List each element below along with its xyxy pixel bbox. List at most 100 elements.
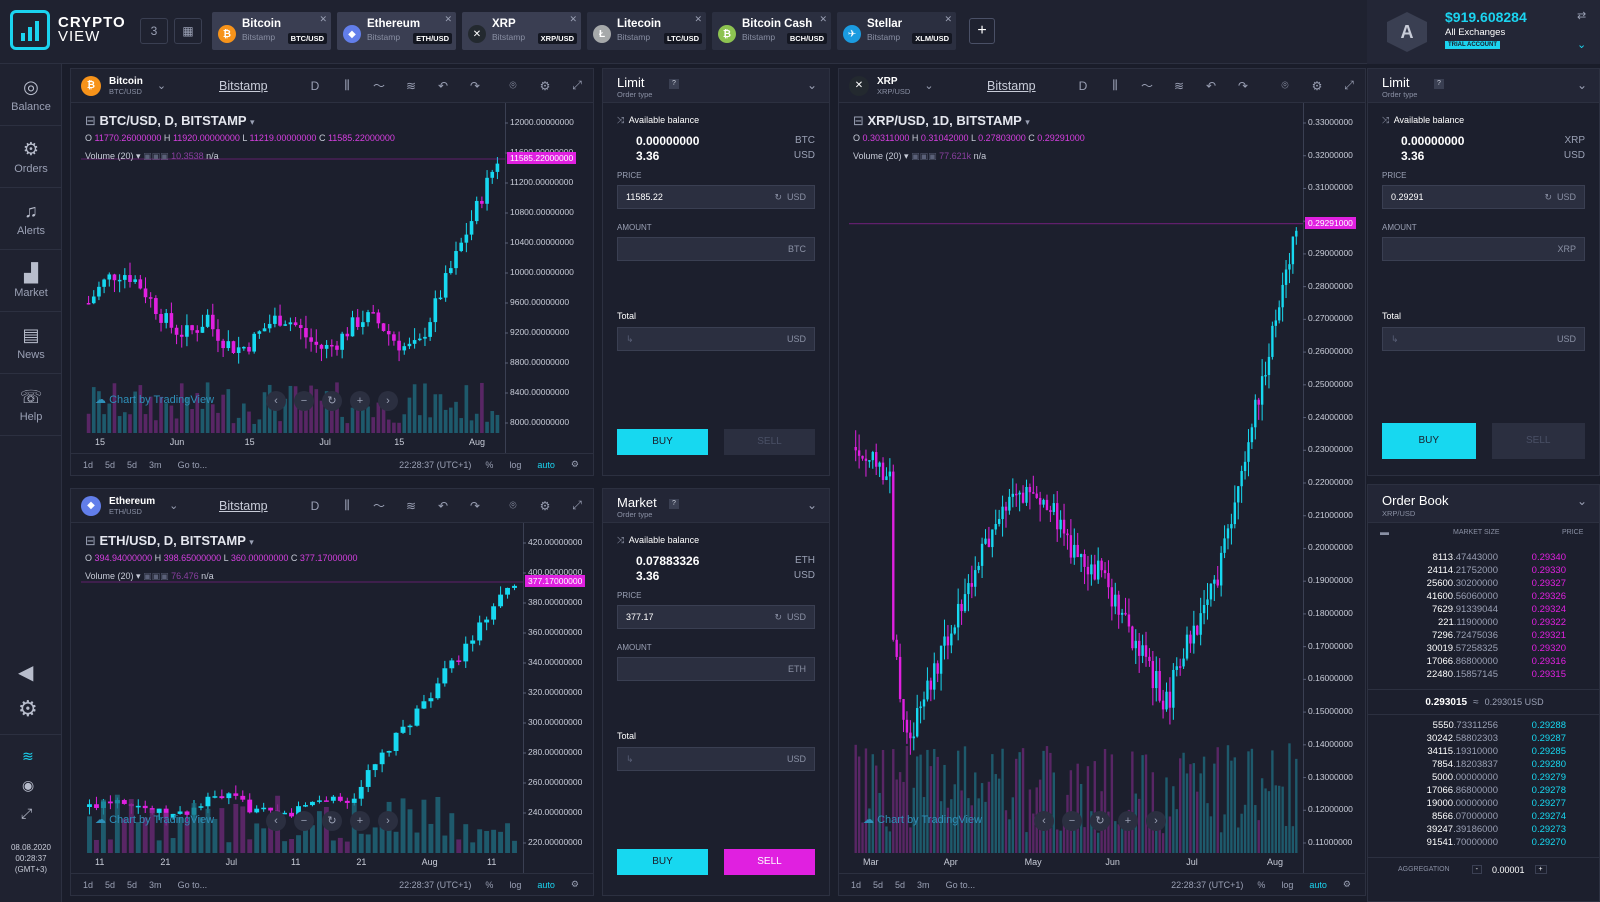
range-button[interactable]: 3m (149, 460, 162, 470)
sidebar-item-orders[interactable]: ⚙ Orders (0, 126, 62, 188)
scroll-right-icon[interactable]: › (1146, 811, 1166, 831)
price-input[interactable]: 0.29291 ↻ USD (1382, 185, 1585, 209)
order-book-row[interactable]: 8113.47443000 0.29340 (1368, 551, 1566, 564)
log-toggle[interactable]: log (509, 880, 521, 890)
chevron-down-icon[interactable]: ⌄ (1577, 38, 1586, 51)
close-icon[interactable]: ✕ (444, 14, 452, 25)
swap-icon[interactable]: ⇄ (1577, 9, 1586, 22)
zoom-in-icon[interactable]: + (1118, 811, 1138, 831)
zoom-in-icon[interactable]: + (350, 391, 370, 411)
order-book-row[interactable]: 25600.30200000 0.29327 (1368, 577, 1566, 590)
chart-symbol-title[interactable]: ⊟ BTC/USD, D, BITSTAMP ▾ (85, 113, 255, 129)
reset-icon[interactable]: ↻ (322, 391, 342, 411)
tab-btc-usd[interactable]: ₿ Bitcoin Bitstamp BTC/USD ✕ (212, 12, 331, 50)
logo[interactable]: CRYPTO VIEW (10, 10, 126, 50)
scroll-left-icon[interactable]: ‹ (1034, 811, 1054, 831)
range-button[interactable]: 5d (873, 880, 883, 890)
layout-count-button[interactable]: 3 (140, 18, 168, 44)
order-book-row[interactable]: 8566.07000000 0.29274 (1368, 810, 1566, 823)
auto-toggle[interactable]: auto (537, 880, 555, 890)
tab-bch-usd[interactable]: ₿ Bitcoin Cash Bitstamp BCH/USD ✕ (712, 12, 831, 50)
range-button[interactable]: 3m (149, 880, 162, 890)
sell-button[interactable]: SELL (724, 849, 815, 875)
aggregation-decrease-button[interactable]: - (1472, 865, 1482, 874)
range-button[interactable]: 1d (851, 880, 861, 890)
megaphone-icon[interactable]: ◀ (18, 660, 33, 685)
sell-button[interactable]: SELL (724, 429, 815, 455)
sell-button[interactable]: SELL (1492, 423, 1586, 459)
sidebar-item-market[interactable]: ▟ Market (0, 250, 62, 312)
sidebar-item-help[interactable]: ☏ Help (0, 374, 62, 436)
scroll-right-icon[interactable]: › (378, 391, 398, 411)
range-button[interactable]: 3m (917, 880, 930, 890)
order-book-row[interactable]: 17066.86800000 0.29278 (1368, 784, 1566, 797)
order-book-row[interactable]: 5000.00000000 0.29279 (1368, 771, 1566, 784)
help-badge[interactable]: ? (669, 79, 679, 89)
gear-icon[interactable]: ⚙ (1343, 879, 1351, 890)
buy-button[interactable]: BUY (617, 429, 708, 455)
scroll-left-icon[interactable]: ‹ (266, 811, 286, 831)
range-button[interactable]: Go to... (178, 880, 208, 890)
tradingview-watermark[interactable]: ☁ Chart by TradingView (95, 813, 214, 826)
order-book-row[interactable]: 22480.15857145 0.29315 (1368, 668, 1566, 681)
gear-icon[interactable]: ⚙ (571, 879, 579, 890)
order-type-header[interactable]: Limit Order type? ⌄ (603, 69, 829, 103)
range-button[interactable]: 1d (83, 880, 93, 890)
amount-input[interactable]: BTC (617, 237, 815, 261)
order-book-row[interactable]: 34115.19310000 0.29285 (1368, 745, 1566, 758)
close-icon[interactable]: ✕ (819, 14, 827, 25)
order-book-row[interactable]: 91541.70000000 0.29270 (1368, 836, 1566, 849)
total-input[interactable]: ↳ USD (617, 327, 815, 351)
fullscreen-icon[interactable]: ⤢ (21, 805, 32, 822)
close-icon[interactable]: ✕ (694, 14, 702, 25)
sidebar-item-news[interactable]: ▤ News (0, 312, 62, 374)
auto-toggle[interactable]: auto (537, 460, 555, 470)
order-book-row[interactable]: 19000.00000000 0.29277 (1368, 797, 1566, 810)
total-input[interactable]: ↳ USD (1382, 327, 1585, 351)
chevron-down-icon[interactable]: ⌄ (1577, 494, 1587, 508)
chart-symbol-title[interactable]: ⊟ XRP/USD, 1D, BITSTAMP ▾ (853, 113, 1030, 129)
tab-ltc-usd[interactable]: Ł Litecoin Bitstamp LTC/USD ✕ (587, 12, 706, 50)
scroll-right-icon[interactable]: › (378, 811, 398, 831)
order-book-row[interactable]: 24114.21752000 0.29330 (1368, 564, 1566, 577)
zoom-out-icon[interactable]: − (1062, 811, 1082, 831)
help-badge[interactable]: ? (669, 499, 679, 509)
tradingview-watermark[interactable]: ☁ Chart by TradingView (863, 813, 982, 826)
order-book-row[interactable]: 41600.56060000 0.29326 (1368, 590, 1566, 603)
total-input[interactable]: ↳ USD (617, 747, 815, 771)
order-type-header[interactable]: Limit Order type? ⌄ (1368, 69, 1599, 103)
range-button[interactable]: 5d (127, 880, 137, 890)
range-button[interactable]: 5d (105, 880, 115, 890)
percent-toggle[interactable]: % (1257, 880, 1265, 890)
order-book-row[interactable]: 7296.72475036 0.29321 (1368, 629, 1566, 642)
percent-toggle[interactable]: % (485, 880, 493, 890)
chevron-down-icon[interactable]: ⌄ (807, 78, 817, 92)
zoom-in-icon[interactable]: + (350, 811, 370, 831)
price-input[interactable]: 377.17 ↻ USD (617, 605, 815, 629)
auto-toggle[interactable]: auto (1309, 880, 1327, 890)
chevron-down-icon[interactable]: ⌄ (1577, 78, 1587, 92)
order-book-row[interactable]: 30242.58802303 0.29287 (1368, 732, 1566, 745)
buy-button[interactable]: BUY (1382, 423, 1476, 459)
tab-eth-usd[interactable]: ◆ Ethereum Bitstamp ETH/USD ✕ (337, 12, 456, 50)
gear-icon[interactable]: ⚙ (571, 459, 579, 470)
order-book-row[interactable]: 30019.57258325 0.29320 (1368, 642, 1566, 655)
order-book-row[interactable]: 7629.91339044 0.29324 (1368, 603, 1566, 616)
amount-input[interactable]: XRP (1382, 237, 1585, 261)
order-book-row[interactable]: 39247.39186000 0.29273 (1368, 823, 1566, 836)
range-button[interactable]: 1d (83, 460, 93, 470)
range-button[interactable]: 5d (895, 880, 905, 890)
zoom-out-icon[interactable]: − (294, 811, 314, 831)
close-icon[interactable]: ✕ (944, 14, 952, 25)
avatar[interactable]: A (1387, 12, 1427, 52)
sidebar-item-balance[interactable]: ◎ Balance (0, 64, 62, 126)
order-book-row[interactable]: 221.11900000 0.29322 (1368, 616, 1566, 629)
order-book-row[interactable]: 17066.86800000 0.29316 (1368, 655, 1566, 668)
percent-toggle[interactable]: % (485, 460, 493, 470)
tab-xlm-usd[interactable]: ✈ Stellar Bitstamp XLM/USD ✕ (837, 12, 956, 50)
range-button[interactable]: 5d (127, 460, 137, 470)
add-tab-button[interactable]: + (969, 18, 995, 44)
tab-xrp-usd[interactable]: ✕ XRP Bitstamp XRP/USD ✕ (462, 12, 581, 50)
chart-symbol-title[interactable]: ⊟ ETH/USD, D, BITSTAMP ▾ (85, 533, 254, 549)
log-toggle[interactable]: log (509, 460, 521, 470)
